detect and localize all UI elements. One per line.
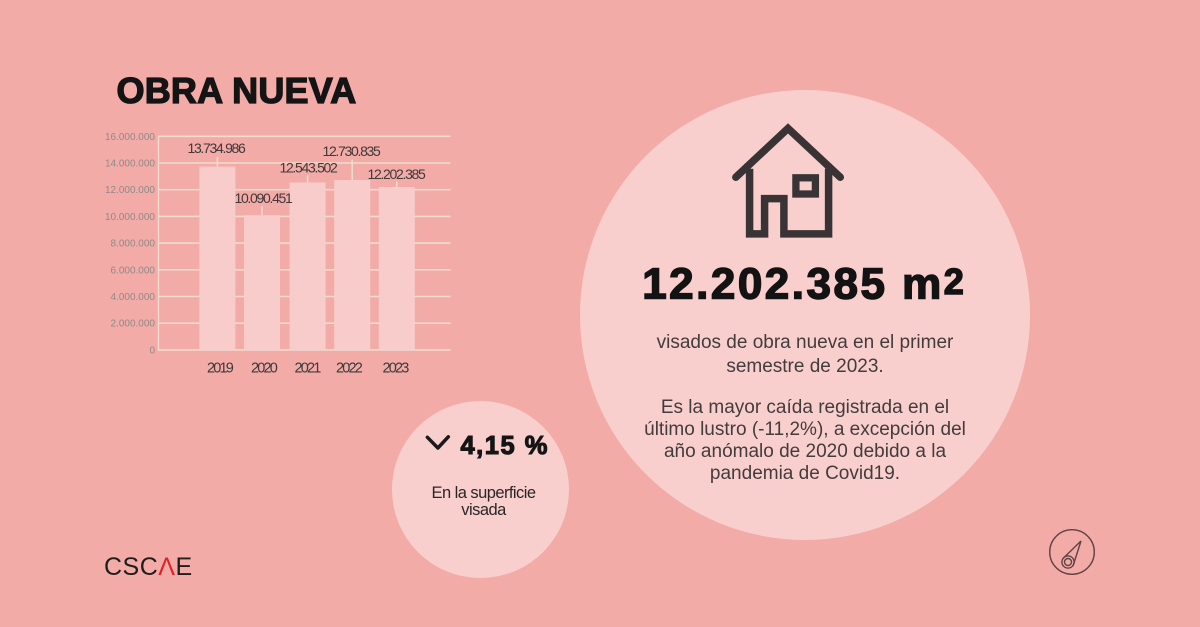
svg-text:12.543.502: 12.543.502: [279, 159, 338, 175]
svg-text:2019: 2019: [207, 360, 234, 376]
svg-text:2023: 2023: [382, 360, 409, 376]
svg-text:10.000.000: 10.000.000: [105, 212, 155, 223]
svg-text:14.000.000: 14.000.000: [105, 159, 155, 170]
svg-text:13.734.986: 13.734.986: [187, 140, 246, 156]
svg-text:2022: 2022: [336, 360, 363, 376]
svg-text:2020: 2020: [251, 360, 278, 376]
svg-text:0: 0: [149, 345, 155, 356]
svg-text:2.000.000: 2.000.000: [111, 319, 156, 330]
svg-text:16.000.000: 16.000.000: [105, 132, 155, 143]
svg-text:8.000.000: 8.000.000: [111, 239, 156, 250]
svg-text:4.000.000: 4.000.000: [111, 292, 156, 303]
svg-text:12.730.835: 12.730.835: [322, 143, 381, 159]
svg-text:2021: 2021: [294, 360, 321, 376]
svg-text:10.090.451: 10.090.451: [234, 190, 293, 206]
svg-text:12.000.000: 12.000.000: [105, 185, 155, 196]
svg-text:12.202.385: 12.202.385: [367, 166, 426, 182]
svg-text:6.000.000: 6.000.000: [111, 265, 156, 276]
